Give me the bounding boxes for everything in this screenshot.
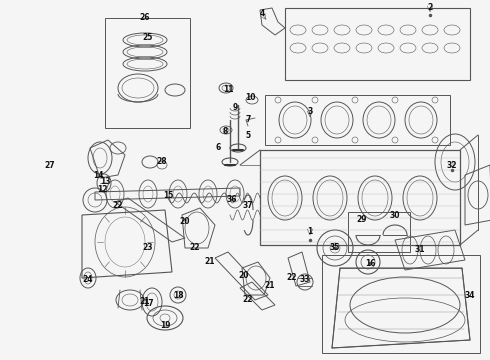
Text: 14: 14 (93, 171, 103, 180)
Text: 9: 9 (232, 103, 238, 112)
Text: 7: 7 (245, 116, 251, 125)
Text: 3: 3 (307, 108, 313, 117)
Text: 21: 21 (265, 280, 275, 289)
Text: 13: 13 (100, 177, 110, 186)
Text: 35: 35 (330, 243, 340, 252)
Text: 32: 32 (447, 161, 457, 170)
Text: 8: 8 (222, 127, 228, 136)
Text: 15: 15 (163, 190, 173, 199)
Text: 18: 18 (172, 291, 183, 300)
Text: 20: 20 (180, 217, 190, 226)
Text: 1: 1 (307, 228, 313, 237)
Text: 10: 10 (245, 94, 255, 103)
Text: 37: 37 (243, 201, 253, 210)
Text: 21: 21 (140, 297, 150, 306)
Text: 26: 26 (140, 13, 150, 22)
Text: 31: 31 (415, 246, 425, 255)
Bar (348, 212, 410, 252)
Text: 17: 17 (143, 300, 153, 309)
Bar (105, 18, 190, 128)
Text: 11: 11 (223, 85, 233, 94)
Text: 34: 34 (465, 291, 475, 300)
Text: 28: 28 (157, 158, 167, 166)
Text: 21: 21 (205, 257, 215, 266)
Text: 22: 22 (190, 243, 200, 252)
Text: 6: 6 (216, 144, 220, 153)
Text: 22: 22 (113, 201, 123, 210)
Text: 19: 19 (160, 320, 170, 329)
Text: 33: 33 (300, 275, 310, 284)
Text: 12: 12 (97, 185, 107, 194)
Text: 20: 20 (239, 270, 249, 279)
Text: 27: 27 (45, 161, 55, 170)
Text: 30: 30 (390, 211, 400, 220)
Text: 5: 5 (245, 130, 250, 139)
Bar (322, 255, 480, 353)
Text: 36: 36 (227, 195, 237, 204)
Text: 22: 22 (243, 296, 253, 305)
Text: 25: 25 (143, 33, 153, 42)
Text: 16: 16 (365, 258, 375, 267)
Text: 23: 23 (143, 243, 153, 252)
Text: 29: 29 (357, 216, 367, 225)
Text: 24: 24 (83, 275, 93, 284)
Text: 4: 4 (259, 9, 265, 18)
Text: 22: 22 (287, 274, 297, 283)
Text: 2: 2 (427, 4, 433, 13)
